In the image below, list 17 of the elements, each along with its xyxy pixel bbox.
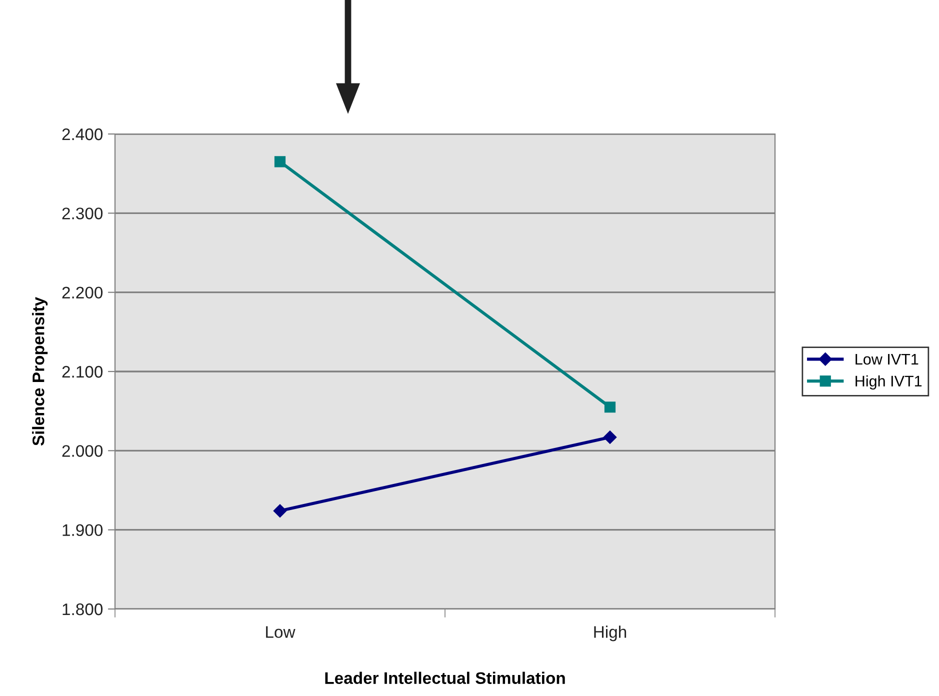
point bbox=[274, 156, 286, 168]
y-tick-label: 1.800 bbox=[62, 603, 103, 616]
x-tick-label: Low bbox=[266, 626, 296, 638]
y-tick-label: 2.300 bbox=[62, 208, 103, 220]
y-tick-label: 1.900 bbox=[62, 524, 103, 536]
y-axis-title: Silence Propensity bbox=[32, 297, 48, 446]
legend-label: High IVT1 bbox=[856, 375, 922, 390]
point bbox=[603, 430, 617, 444]
y-tick-label: 2.400 bbox=[62, 128, 103, 140]
legend-label: Low IVT1 bbox=[856, 354, 918, 365]
y-tick-label: 2.000 bbox=[62, 445, 103, 457]
x-tick-label: High bbox=[594, 626, 626, 642]
y-tick-label: 2.100 bbox=[62, 366, 103, 378]
point bbox=[273, 504, 287, 518]
y-tick-label: 2.200 bbox=[62, 286, 103, 299]
x-axis-title: Leader Intellectual Stimulation bbox=[325, 672, 565, 684]
point bbox=[604, 402, 616, 413]
